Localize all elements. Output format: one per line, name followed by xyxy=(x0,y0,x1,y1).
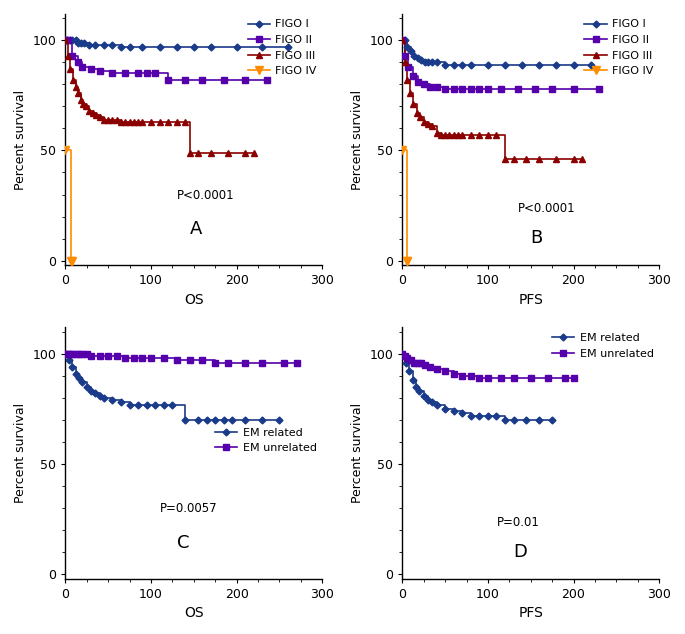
Y-axis label: Percent survival: Percent survival xyxy=(14,403,27,503)
Text: A: A xyxy=(190,220,202,238)
Text: P=0.01: P=0.01 xyxy=(497,515,539,529)
Y-axis label: Percent survival: Percent survival xyxy=(351,403,364,503)
Text: D: D xyxy=(514,543,527,560)
X-axis label: OS: OS xyxy=(184,606,203,620)
Y-axis label: Percent survival: Percent survival xyxy=(14,89,27,190)
X-axis label: OS: OS xyxy=(184,292,203,307)
Legend: EM related, EM unrelated: EM related, EM unrelated xyxy=(210,423,321,458)
X-axis label: PFS: PFS xyxy=(519,606,543,620)
X-axis label: PFS: PFS xyxy=(519,292,543,307)
Legend: FIGO I, FIGO II, FIGO III, FIGO IV: FIGO I, FIGO II, FIGO III, FIGO IV xyxy=(580,15,658,81)
Y-axis label: Percent survival: Percent survival xyxy=(351,89,364,190)
Legend: FIGO I, FIGO II, FIGO III, FIGO IV: FIGO I, FIGO II, FIGO III, FIGO IV xyxy=(243,15,321,81)
Text: C: C xyxy=(177,534,189,552)
Text: P<0.0001: P<0.0001 xyxy=(518,202,575,215)
Text: P=0.0057: P=0.0057 xyxy=(160,503,217,515)
Legend: EM related, EM unrelated: EM related, EM unrelated xyxy=(547,328,658,363)
Text: B: B xyxy=(531,229,543,247)
Text: P<0.0001: P<0.0001 xyxy=(177,189,234,202)
